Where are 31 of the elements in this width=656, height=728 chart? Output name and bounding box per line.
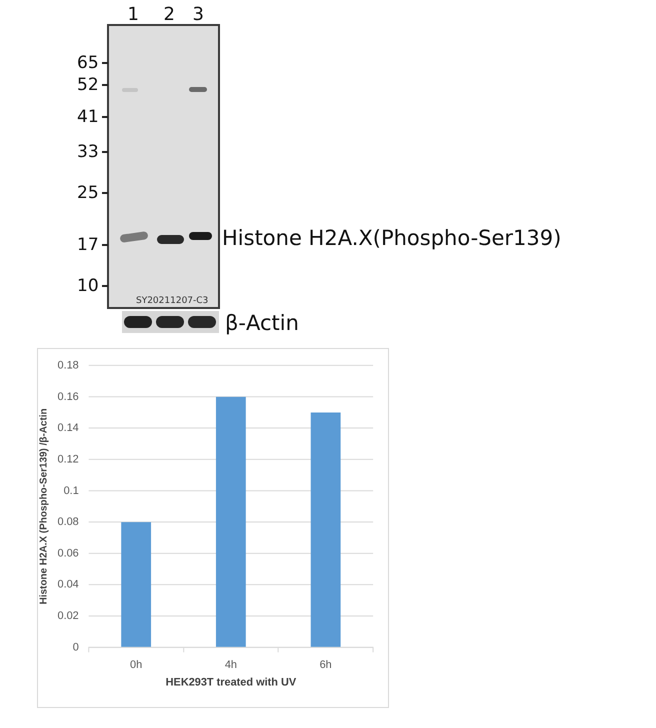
- text: β-Actin: [225, 310, 299, 334]
- y-tick-label: 0.02: [58, 610, 79, 622]
- x-tick-label: 4h: [224, 658, 237, 671]
- text: 65: [77, 52, 99, 72]
- y-tick-label: 0.06: [58, 547, 79, 560]
- y-tick-label: 0.18: [58, 360, 79, 372]
- text: 1: [128, 4, 139, 25]
- text: Histone H2A.X(Phospho-Ser139): [222, 226, 562, 250]
- y-tick-label: 0.04: [58, 578, 79, 591]
- x-tick-label: 6h: [320, 658, 332, 671]
- text: 33: [77, 142, 99, 162]
- text: SY20211207-C3: [136, 296, 208, 306]
- text: 3: [192, 4, 204, 25]
- x-tick-label: 0h: [130, 658, 142, 671]
- y-tick-label: 0.12: [58, 453, 79, 466]
- y-tick-label: 0: [72, 641, 79, 654]
- text: 25: [77, 182, 99, 202]
- y-tick-label: 0.16: [58, 390, 79, 403]
- bar: [310, 412, 341, 647]
- y-axis-title: Histone H2A.X (Phospho-Ser139) /β-Actin: [38, 408, 50, 604]
- text: 41: [77, 106, 99, 126]
- bar: [121, 522, 152, 647]
- bar: [216, 396, 246, 647]
- y-tick-label: 0.14: [58, 422, 79, 434]
- text: 17: [77, 234, 99, 254]
- text: 2: [164, 4, 175, 25]
- text: 10: [77, 276, 99, 296]
- y-tick-label: 0.1: [64, 484, 79, 497]
- y-tick-label: 0.08: [58, 516, 79, 528]
- text: 52: [77, 74, 99, 94]
- x-axis-title: HEK293T treated with UV: [166, 676, 297, 689]
